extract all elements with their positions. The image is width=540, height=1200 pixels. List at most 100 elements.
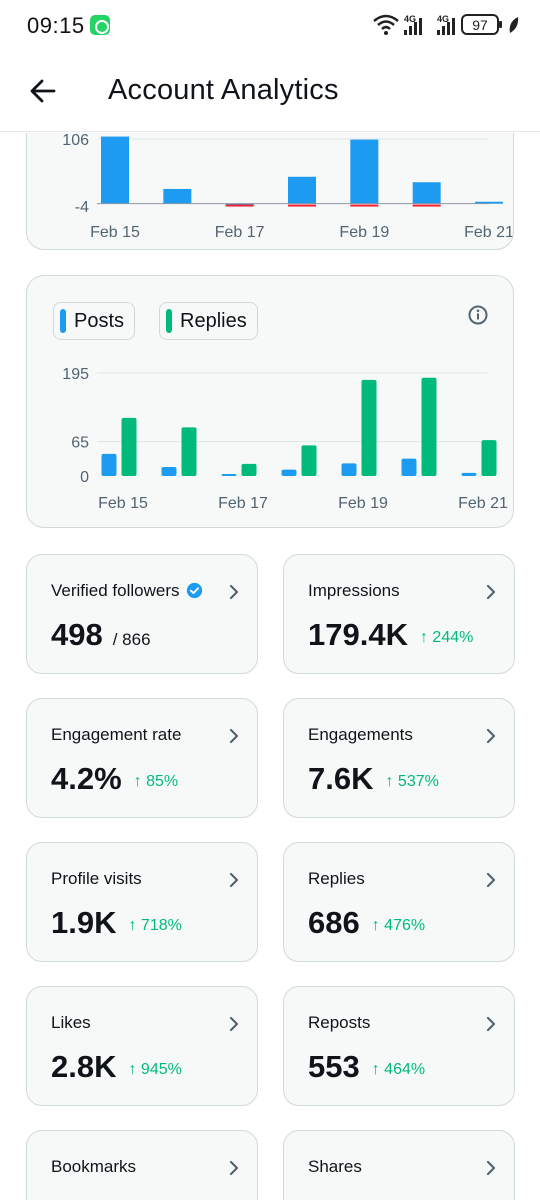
status-bar: 09:15 4G 4G 97	[0, 0, 540, 52]
x-tick-label: Feb 17	[218, 495, 268, 512]
metric-total: / 866	[112, 630, 151, 649]
metric-change: ↑ 537%	[385, 773, 439, 790]
metric-label: Shares	[308, 1157, 362, 1176]
bar-feb-21	[475, 201, 503, 204]
metric-change: ↑ 244%	[419, 629, 474, 646]
battery-level: 97	[472, 17, 488, 33]
legend-posts[interactable]: Posts	[53, 302, 136, 340]
metric-label: Replies	[308, 869, 365, 888]
metric-card-verified-followers[interactable]: Verified followers 498 / 866	[26, 554, 258, 674]
metric-label: Engagement rate	[51, 725, 182, 744]
legend-posts-swatch	[60, 309, 66, 333]
metric-value: 179.4K ↑ 244%	[308, 617, 473, 653]
metric-card-engagements[interactable]: Engagements 7.6K ↑ 537%	[283, 698, 515, 818]
metric-label: Verified followers	[51, 581, 203, 601]
x-tick-label: Feb 15	[98, 495, 148, 512]
metric-change: ↑ 85%	[133, 773, 179, 790]
metric-card-engagement-rate[interactable]: Engagement rate 4.2% ↑ 85%	[26, 698, 258, 818]
metric-value: 686 ↑ 476%	[308, 905, 425, 941]
y-tick-label: -4	[75, 199, 89, 216]
replies-bar-feb-16	[181, 427, 197, 476]
chevron-right-icon[interactable]	[227, 871, 241, 889]
negative-mark	[288, 204, 316, 207]
signal-icon-1	[404, 18, 422, 35]
metric-number: 179.4K	[308, 617, 408, 652]
chevron-right-icon[interactable]	[484, 1159, 498, 1177]
posts-bar-feb-19	[341, 463, 357, 476]
metric-number: 1.9K	[51, 905, 117, 940]
metric-value: 1.9K ↑ 718%	[51, 905, 182, 941]
bar-feb-18	[288, 176, 316, 204]
metric-number: 7.6K	[308, 761, 374, 796]
bar-feb-19	[350, 139, 379, 204]
posts-bar-feb-20	[401, 458, 417, 476]
leaf-icon	[509, 17, 519, 33]
y-tick-label: 195	[62, 366, 89, 383]
x-tick-label: Feb 21	[464, 224, 514, 241]
chevron-right-icon[interactable]	[227, 1015, 241, 1033]
legend-replies-swatch	[166, 309, 172, 333]
x-tick-label: Feb 17	[215, 224, 265, 241]
bar-feb-16	[163, 188, 192, 204]
arrow-left-icon[interactable]	[26, 74, 60, 108]
network-label-2: 4G	[437, 14, 449, 24]
metric-number: 498	[51, 617, 103, 652]
legend-posts-label: Posts	[74, 309, 125, 332]
bar-feb-15	[101, 136, 129, 204]
replies-bar-feb-17	[241, 463, 257, 476]
chevron-right-icon[interactable]	[484, 583, 498, 601]
bar-feb-17	[225, 203, 254, 206]
metric-card-bookmarks[interactable]: Bookmarks	[26, 1130, 258, 1200]
battery-icon: 97	[461, 14, 502, 35]
legend-replies-label: Replies	[180, 309, 247, 332]
chevron-right-icon[interactable]	[227, 1159, 241, 1177]
chevron-right-icon[interactable]	[227, 727, 241, 745]
negative-mark	[350, 204, 379, 207]
negative-mark	[225, 204, 254, 207]
y-tick-label: 0	[80, 469, 89, 486]
y-tick-label: 65	[71, 435, 89, 452]
posts-replies-chart-card: Posts Replies 195 65 0 Feb 15 Feb 17 Feb 19 Fe…	[26, 275, 514, 528]
metric-label: Impressions	[308, 581, 400, 600]
chevron-right-icon[interactable]	[227, 583, 241, 601]
posts-bar-feb-18	[281, 469, 297, 476]
replies-bar-feb-18	[301, 445, 317, 476]
metric-card-shares[interactable]: Shares	[283, 1130, 515, 1200]
metric-number: 686	[308, 905, 360, 940]
replies-bar-feb-19	[361, 379, 377, 476]
replies-bar-feb-21	[481, 440, 497, 476]
metric-number: 2.8K	[51, 1049, 117, 1084]
x-tick-label: Feb 19	[338, 495, 388, 512]
info-icon[interactable]	[467, 304, 489, 326]
metric-change: ↑ 718%	[128, 917, 182, 934]
chevron-right-icon[interactable]	[484, 871, 498, 889]
replies-bar-feb-15	[121, 417, 137, 476]
metric-value: 4.2% ↑ 85%	[51, 761, 178, 797]
metric-card-replies[interactable]: Replies 686 ↑ 476%	[283, 842, 515, 962]
posts-bar-feb-16	[161, 467, 177, 476]
legend-replies[interactable]: Replies	[159, 302, 258, 340]
posts-replies-bar-chart: 195 65 0 Feb 15 Feb 17 Feb 19 Feb 21	[62, 366, 508, 512]
metric-card-profile-visits[interactable]: Profile visits 1.9K ↑ 718%	[26, 842, 258, 962]
y-tick-label: 106	[62, 133, 89, 149]
metric-card-likes[interactable]: Likes 2.8K ↑ 945%	[26, 986, 258, 1106]
metric-label: Likes	[51, 1013, 91, 1032]
metric-card-impressions[interactable]: Impressions 179.4K ↑ 244%	[283, 554, 515, 674]
chevron-right-icon[interactable]	[484, 1015, 498, 1033]
replies-bar-feb-20	[421, 377, 437, 476]
metric-number: 4.2%	[51, 761, 122, 796]
analytics-content[interactable]: 106 -4 Feb 15 Feb 17 Feb 19 Feb 21 Posts Repl…	[0, 133, 540, 1200]
negative-mark	[412, 204, 441, 207]
app-header: Account Analytics	[0, 52, 540, 132]
metric-label: Bookmarks	[51, 1157, 137, 1176]
metric-label: Profile visits	[51, 869, 142, 888]
wifi-icon	[373, 14, 399, 35]
metric-card-reposts[interactable]: Reposts 553 ↑ 464%	[283, 986, 515, 1106]
x-tick-label: Feb 19	[339, 224, 389, 241]
metric-change: ↑ 945%	[128, 1061, 182, 1078]
chevron-right-icon[interactable]	[484, 727, 498, 745]
status-time: 09:15	[27, 13, 85, 38]
posts-bar-feb-15	[101, 453, 117, 476]
x-tick-label: Feb 15	[90, 224, 140, 241]
metric-value: 553 ↑ 464%	[308, 1049, 425, 1085]
